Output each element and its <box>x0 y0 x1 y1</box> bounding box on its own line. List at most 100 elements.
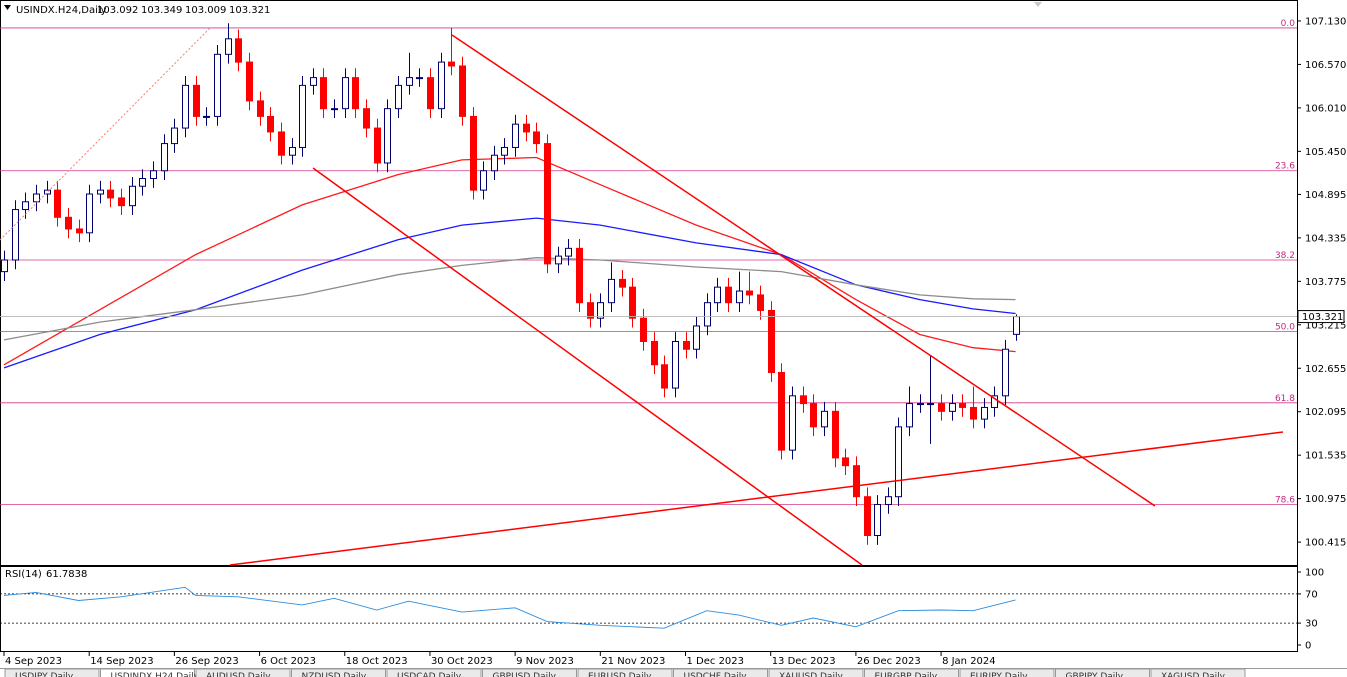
x-tick-label: 6 Oct 2023 <box>261 656 316 667</box>
candle-body <box>821 410 828 428</box>
candle-body <box>757 294 764 311</box>
fib-label: 38.2 <box>1275 251 1295 261</box>
tab[interactable] <box>4 668 100 677</box>
candle-body <box>608 278 615 304</box>
candle-body <box>778 372 785 451</box>
tab-label[interactable]: USDCAD,Daily <box>397 672 462 677</box>
x-tick-label: 18 Oct 2023 <box>346 656 408 667</box>
candle-body <box>54 189 61 218</box>
tab[interactable] <box>100 668 195 677</box>
candle-body <box>310 77 317 86</box>
y-tick-label: 104.895 <box>1305 190 1346 201</box>
candle-body <box>86 193 93 234</box>
fib-label: 78.6 <box>1275 495 1295 505</box>
tab-label[interactable]: USDJPY,Daily <box>15 672 74 677</box>
candle-body <box>629 286 636 319</box>
tab-label[interactable]: EURGBP,Daily <box>875 672 938 677</box>
tab-label[interactable]: EURUSD,Daily <box>588 672 652 677</box>
candle-body <box>597 302 604 319</box>
fib-label: 0.0 <box>1281 19 1296 29</box>
rsi-title: RSI(14) <box>5 569 42 580</box>
tab[interactable] <box>1055 668 1150 677</box>
tab[interactable] <box>1150 668 1246 677</box>
rsi-line <box>3 586 1016 629</box>
candle-body <box>203 115 210 118</box>
support-line <box>229 431 1284 566</box>
candle-body <box>768 309 775 374</box>
tab-label[interactable]: NZDUSD,Daily <box>302 672 367 677</box>
candle-body <box>246 61 253 102</box>
tab[interactable] <box>768 668 864 677</box>
candle-body <box>927 403 934 406</box>
y-tick-label: 100.975 <box>1305 494 1346 505</box>
tab[interactable] <box>386 668 482 677</box>
candle-body <box>981 406 988 420</box>
candle-body <box>448 61 455 67</box>
tab[interactable] <box>482 668 577 677</box>
tab[interactable] <box>291 668 386 677</box>
x-tick-label: 14 Sep 2023 <box>90 656 153 667</box>
menu-arrow[interactable] <box>4 5 11 10</box>
candle-body <box>214 53 221 117</box>
tab-label[interactable]: USDCHF,Daily <box>684 672 748 677</box>
tab-label[interactable]: AUDUSD,Daily <box>206 672 271 677</box>
candle-body <box>619 278 626 288</box>
tab[interactable] <box>673 668 768 677</box>
x-tick-label: 1 Dec 2023 <box>687 656 745 667</box>
y-tick-label: 104.335 <box>1305 233 1346 244</box>
tab[interactable] <box>195 668 291 677</box>
candle-body <box>374 127 381 164</box>
rsi-tick-label: 100 <box>1305 568 1324 579</box>
candle-body <box>810 403 817 428</box>
candle-body <box>257 100 264 117</box>
candle-body <box>949 403 956 412</box>
candle-body <box>746 290 753 296</box>
moving-average <box>3 156 1016 366</box>
tab-label[interactable]: EURJPY,Daily <box>970 672 1028 677</box>
candle-body <box>193 84 200 117</box>
candle-body <box>565 247 572 257</box>
moving-average <box>3 217 1016 369</box>
fib-label: 61.8 <box>1275 394 1295 404</box>
candle-body <box>991 395 998 408</box>
tab-label[interactable]: USDINDX.H24,Daily <box>111 672 200 677</box>
tab[interactable] <box>864 668 959 677</box>
tab-label[interactable]: XAGUSD,Daily <box>1161 672 1226 677</box>
tab[interactable] <box>577 668 673 677</box>
tab[interactable] <box>959 668 1055 677</box>
fib-label: 23.6 <box>1275 162 1295 172</box>
y-tick-label: 101.535 <box>1305 451 1346 462</box>
candle-body <box>107 189 114 199</box>
candle-body <box>1013 316 1020 335</box>
candle-body <box>959 403 966 408</box>
candle-body <box>895 426 902 498</box>
header-close: 103.321 <box>229 5 270 16</box>
last-price-box <box>1297 310 1345 324</box>
main-panel <box>0 0 1298 566</box>
candle-body <box>150 170 157 180</box>
last-price-label: 103.321 <box>1302 312 1343 323</box>
candle-body <box>33 193 40 203</box>
tab-label[interactable]: GBPJPY,Daily <box>1066 672 1124 677</box>
y-tick-label: 102.655 <box>1305 364 1346 375</box>
candle-body <box>65 216 72 230</box>
candle-body <box>832 410 839 459</box>
candle-body <box>161 143 168 172</box>
candle-body <box>864 496 871 537</box>
tab-label[interactable]: GBPUSD,Daily <box>493 672 557 677</box>
tab-label[interactable]: XAUUSD,Daily <box>779 672 843 677</box>
x-tick-label: 4 Sep 2023 <box>5 656 62 667</box>
candle-body <box>885 496 892 505</box>
y-tick-label: 103.215 <box>1305 320 1346 331</box>
candle-body <box>874 503 881 537</box>
marks: 0.0 23.6 38.2 50.0 61.8 78.6 <box>0 19 1297 629</box>
x-tick-label: 13 Dec 2023 <box>772 656 836 667</box>
candle-body <box>416 77 423 80</box>
symbol-title: USINDX.H24,Daily <box>16 5 107 16</box>
candle-body <box>853 465 860 498</box>
candle-body <box>736 290 743 304</box>
x-tick-label: 21 Nov 2023 <box>601 656 665 667</box>
candle-body <box>225 38 232 55</box>
y-tick-label: 100.415 <box>1305 538 1346 549</box>
